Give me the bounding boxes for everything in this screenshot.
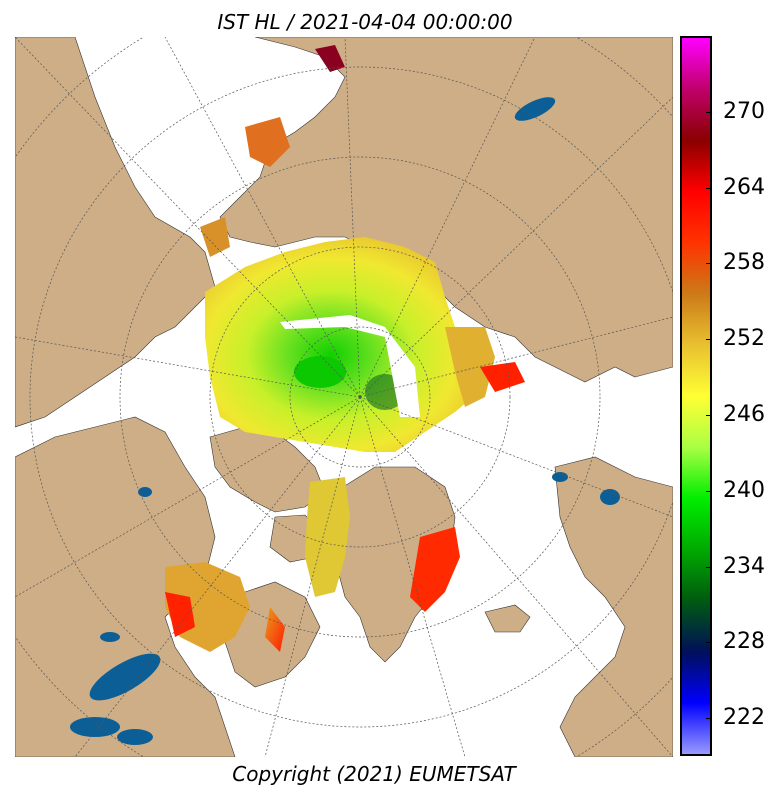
- colorbar-tick-label: 234: [723, 553, 765, 579]
- sea-ice-layer: [165, 45, 525, 652]
- colorbar-tick-mark: [706, 339, 712, 341]
- colorbar-tick-label: 240: [723, 477, 765, 503]
- colorbar-ticks: 270 264 258 252 246 240 234 228 222: [706, 36, 784, 756]
- colorbar-tick-mark: [706, 642, 712, 644]
- colorbar-tick-label: 258: [723, 250, 765, 276]
- map-title: IST HL / 2021-04-04 00:00:00: [217, 10, 513, 34]
- colorbar-tick-mark: [706, 718, 712, 720]
- colorbar-tick-mark: [706, 111, 712, 113]
- colorbar-tick-mark: [706, 566, 712, 568]
- colorbar-tick-label: 270: [723, 98, 765, 124]
- map-canvas: [15, 37, 673, 757]
- colorbar-tick-label: 228: [723, 629, 765, 655]
- land-layer: [15, 37, 673, 757]
- colorbar-tick-mark: [706, 263, 712, 265]
- copyright-footer: Copyright (2021) EUMETSAT: [232, 762, 516, 786]
- colorbar-tick-label: 246: [723, 401, 765, 427]
- sea-ice-temperature-map: [15, 37, 673, 757]
- colorbar-tick-mark: [706, 414, 712, 416]
- lakes-layer: [70, 97, 620, 745]
- colorbar-tick-label: 264: [723, 174, 765, 200]
- graticule: [15, 37, 673, 757]
- colorbar-tick-mark: [706, 187, 712, 189]
- colorbar-tick-label: 252: [723, 326, 765, 352]
- colorbar-tick-mark: [706, 490, 712, 492]
- colorbar-tick-label: 222: [723, 705, 765, 731]
- colorbar: [680, 36, 712, 756]
